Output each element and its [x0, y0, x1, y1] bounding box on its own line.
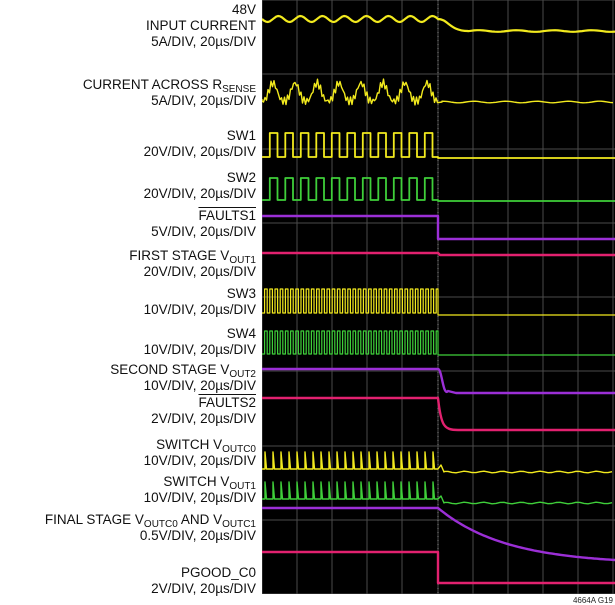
trace-label-sw1-name: SW1	[226, 128, 256, 143]
trace-label-final-stage-scale: 0.5V/DIV, 20µs/DIV	[139, 528, 256, 543]
trace-current-across-rsense	[262, 78, 614, 106]
trace-final-stage	[262, 506, 615, 562]
trace-label-sw2-name: SW2	[226, 170, 256, 185]
trace-label-faults1-scale: 5V/DIV, 20µs/DIV	[151, 224, 256, 239]
trace-sw3	[262, 288, 615, 316]
trace-label-sw3-scale: 10V/DIV, 20µs/DIV	[143, 302, 256, 317]
trace-switch-voutc0	[262, 451, 613, 474]
trace-label-second-stage-vout2-name: SECOND STAGE VOUT2	[110, 362, 256, 380]
trace-sw1	[262, 132, 615, 159]
trace-label-second-stage-vout2-scale: 10V/DIV, 20µs/DIV	[143, 378, 256, 393]
trace-label-faults2-scale: 2V/DIV, 20µs/DIV	[151, 411, 256, 426]
trace-input-current	[262, 14, 615, 33]
trace-label-switch-voutc0-name: SWITCH VOUTC0	[156, 437, 256, 455]
trace-label-pgood-c0-name: PGOOD_C0	[180, 565, 256, 580]
trace-label-sw4-scale: 10V/DIV, 20µs/DIV	[143, 342, 256, 357]
trace-label-sw2-scale: 20V/DIV, 20µs/DIV	[143, 186, 256, 201]
scope-traces	[262, 14, 615, 585]
trace-label-pgood-c0-scale: 2V/DIV, 20µs/DIV	[151, 581, 256, 596]
trace-label-switch-vout1-scale: 10V/DIV, 20µs/DIV	[143, 490, 256, 505]
trace-label-faults1-name: FAULTS1	[198, 208, 256, 223]
figure-id: 4664A G19	[572, 596, 613, 605]
trace-switch-vout1	[262, 481, 613, 505]
trace-label-input-current-scale: INPUT CURRENT	[145, 18, 256, 33]
trace-label-first-stage-vout1-name: FIRST STAGE VOUT1	[129, 248, 256, 266]
trace-label-first-stage-vout1-scale: 20V/DIV, 20µs/DIV	[143, 264, 256, 279]
trace-labels: 48V INPUT CURRENT 5A/DIV, 20µs/DIV CURRENT …	[0, 0, 262, 596]
trace-label-sw3-name: SW3	[226, 286, 256, 301]
trace-label-sw1-scale: 20V/DIV, 20µs/DIV	[143, 144, 256, 159]
trace-label-faults2-name: FAULTS2	[198, 395, 256, 410]
trace-pgood-c0	[262, 550, 615, 585]
trace-label-switch-vout1-name: SWITCH VOUT1	[163, 474, 256, 492]
trace-label-input-current-scale: 5A/DIV, 20µs/DIV	[151, 34, 256, 49]
trace-label-sw4-name: SW4	[226, 326, 256, 341]
trace-faults1	[262, 214, 615, 241]
trace-faults2	[262, 396, 615, 432]
trace-label-current-across-rsense-name: CURRENT ACROSS RSENSE	[82, 77, 256, 95]
trace-label-current-across-rsense-scale: 5A/DIV, 20µs/DIV	[151, 93, 256, 108]
trace-label-switch-voutc0-scale: 10V/DIV, 20µs/DIV	[143, 453, 256, 468]
trace-first-stage-vout1	[262, 251, 615, 257]
trace-sw4	[262, 330, 615, 356]
trace-sw2	[262, 177, 615, 202]
trace-second-stage-vout2	[262, 367, 615, 395]
oscilloscope-screen	[262, 0, 615, 594]
trace-label-final-stage-name: FINAL STAGE VOUTC0 AND VOUTC1	[44, 512, 256, 530]
trace-label-input-current-name: 48V	[231, 2, 256, 17]
